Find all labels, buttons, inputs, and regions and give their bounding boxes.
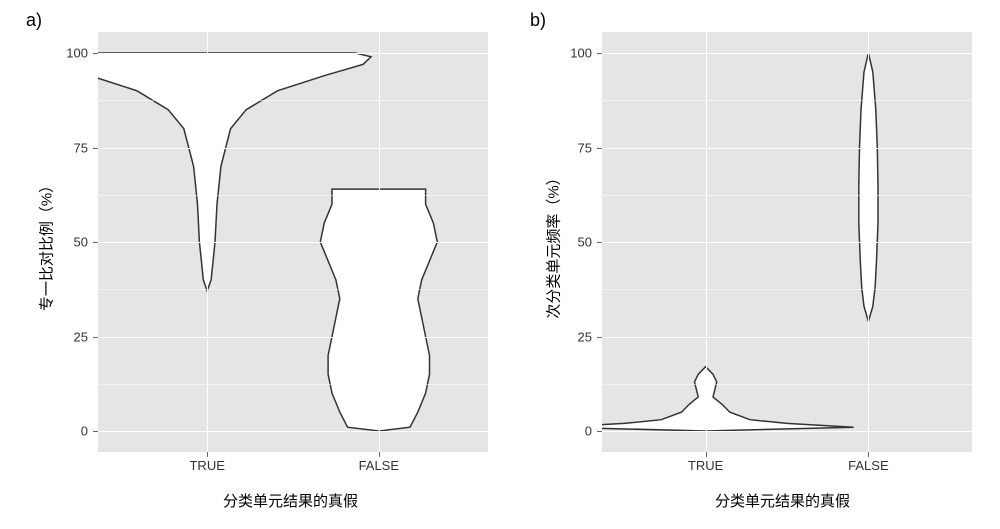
panel-b-y-title: 次分类单元频率（%） bbox=[543, 170, 564, 320]
panel-b-plot-area bbox=[602, 32, 972, 452]
grid-line bbox=[98, 242, 488, 243]
grid-line-v bbox=[207, 32, 208, 452]
y-tick-mark bbox=[597, 337, 602, 338]
grid-line-minor bbox=[98, 384, 488, 385]
y-tick-mark bbox=[93, 53, 98, 54]
x-tick-mark bbox=[868, 452, 869, 457]
x-tick-label: FALSE bbox=[359, 458, 399, 473]
x-tick-label: FALSE bbox=[848, 458, 888, 473]
y-tick-label: 75 bbox=[58, 140, 88, 155]
grid-line-minor bbox=[98, 100, 488, 101]
panel-a-x-title: 分类单元结果的真假 bbox=[223, 490, 358, 511]
x-tick-mark bbox=[706, 452, 707, 457]
grid-line-minor bbox=[602, 100, 972, 101]
y-tick-label: 50 bbox=[58, 235, 88, 250]
y-tick-label: 0 bbox=[58, 424, 88, 439]
y-tick-mark bbox=[93, 148, 98, 149]
grid-line-v bbox=[706, 32, 707, 452]
y-tick-mark bbox=[597, 431, 602, 432]
y-tick-mark bbox=[597, 148, 602, 149]
x-tick-mark bbox=[379, 452, 380, 457]
x-tick-label: TRUE bbox=[688, 458, 723, 473]
y-tick-label: 0 bbox=[562, 424, 592, 439]
panel-a-plot-area bbox=[98, 32, 488, 452]
grid-line bbox=[602, 148, 972, 149]
violin-true bbox=[602, 367, 854, 431]
panel-a-label: a) bbox=[26, 10, 42, 31]
y-tick-label: 100 bbox=[562, 46, 592, 61]
y-tick-mark bbox=[597, 242, 602, 243]
grid-line-minor bbox=[98, 195, 488, 196]
panel-b-label: b) bbox=[530, 10, 546, 31]
y-tick-label: 50 bbox=[562, 235, 592, 250]
y-tick-label: 100 bbox=[58, 46, 88, 61]
grid-line bbox=[98, 337, 488, 338]
grid-line-minor bbox=[98, 289, 488, 290]
y-tick-mark bbox=[93, 242, 98, 243]
grid-line bbox=[98, 148, 488, 149]
x-tick-mark bbox=[207, 452, 208, 457]
y-tick-mark bbox=[597, 53, 602, 54]
grid-line bbox=[98, 431, 488, 432]
x-tick-label: TRUE bbox=[189, 458, 224, 473]
grid-line bbox=[602, 242, 972, 243]
grid-line-v bbox=[379, 32, 380, 452]
y-tick-label: 25 bbox=[58, 329, 88, 344]
figure: a) 专一比对比例（%） 分类单元结果的真假 b) 次分类单元频率（%） 分类单… bbox=[0, 0, 1000, 529]
y-tick-mark bbox=[93, 337, 98, 338]
grid-line bbox=[602, 53, 972, 54]
grid-line-minor bbox=[602, 289, 972, 290]
panel-b-x-title: 分类单元结果的真假 bbox=[715, 490, 850, 511]
panel-a-y-title: 专一比对比例（%） bbox=[36, 175, 57, 315]
grid-line-v bbox=[868, 32, 869, 452]
grid-line-minor bbox=[602, 195, 972, 196]
grid-line bbox=[602, 431, 972, 432]
grid-line bbox=[98, 53, 488, 54]
y-tick-label: 25 bbox=[562, 329, 592, 344]
grid-line bbox=[602, 337, 972, 338]
grid-line-minor bbox=[602, 384, 972, 385]
y-tick-label: 75 bbox=[562, 140, 592, 155]
y-tick-mark bbox=[93, 431, 98, 432]
